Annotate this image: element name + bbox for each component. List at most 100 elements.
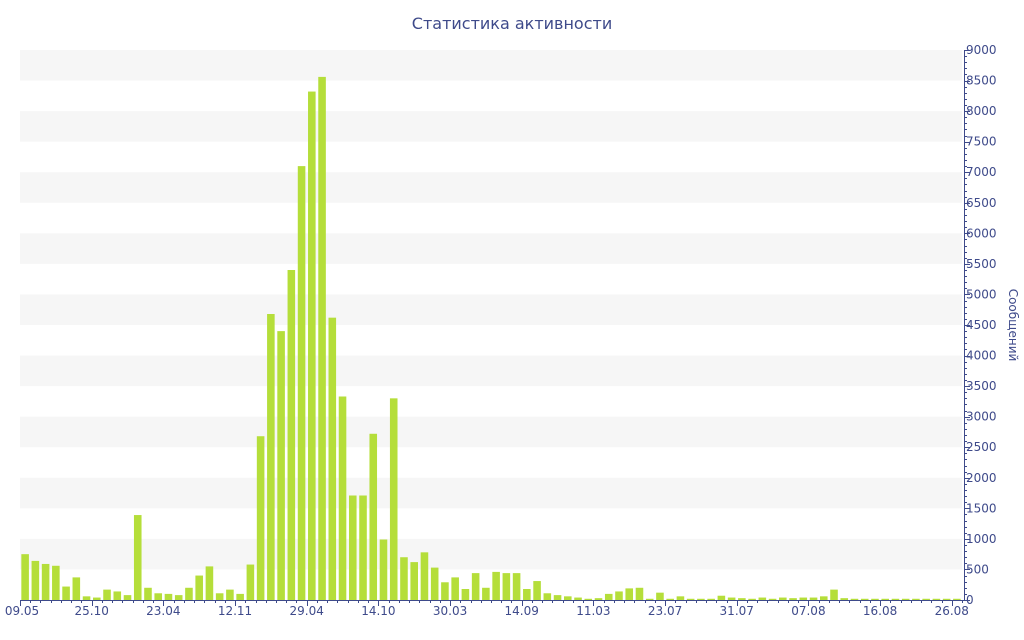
bar[interactable] — [912, 598, 920, 600]
bar[interactable] — [174, 595, 183, 600]
y-tick-label: 6000 — [966, 226, 997, 240]
bar[interactable] — [727, 597, 736, 600]
bar[interactable] — [82, 596, 91, 600]
bar[interactable] — [656, 592, 664, 600]
bar[interactable] — [379, 539, 388, 601]
bar[interactable] — [799, 597, 808, 600]
bar[interactable] — [164, 593, 173, 600]
bar[interactable] — [430, 567, 439, 600]
bar[interactable] — [267, 314, 275, 600]
bar[interactable] — [359, 495, 367, 601]
bar[interactable] — [144, 587, 152, 600]
bar[interactable] — [789, 598, 797, 600]
y-tick-label: 1000 — [966, 532, 997, 546]
bar[interactable] — [523, 589, 531, 600]
bar[interactable] — [246, 564, 255, 600]
bar[interactable] — [369, 433, 378, 600]
bar[interactable] — [533, 581, 541, 600]
bar[interactable] — [891, 598, 900, 600]
bar[interactable] — [543, 593, 552, 600]
bar[interactable] — [953, 598, 961, 600]
bar[interactable] — [226, 589, 234, 600]
bar[interactable] — [103, 589, 111, 600]
bar[interactable] — [574, 597, 582, 600]
bar[interactable] — [615, 591, 623, 600]
bar[interactable] — [451, 577, 459, 600]
bar[interactable] — [584, 598, 593, 600]
bar[interactable] — [195, 575, 203, 600]
y-tick-label: 2000 — [966, 471, 997, 485]
bar[interactable] — [328, 317, 337, 600]
bar[interactable] — [21, 554, 29, 600]
bar[interactable] — [338, 396, 347, 601]
bar[interactable] — [748, 598, 756, 600]
bar[interactable] — [758, 597, 767, 600]
bar[interactable] — [871, 598, 879, 600]
bar[interactable] — [502, 573, 511, 600]
bar[interactable] — [768, 598, 777, 600]
bar[interactable] — [256, 436, 265, 600]
bar[interactable] — [512, 573, 521, 600]
bar[interactable] — [779, 597, 787, 600]
bar[interactable] — [113, 591, 122, 600]
bar[interactable] — [697, 598, 705, 600]
bar[interactable] — [308, 91, 316, 601]
bar[interactable] — [348, 495, 357, 601]
bar[interactable] — [635, 587, 644, 600]
bar[interactable] — [666, 598, 674, 600]
bar[interactable] — [420, 552, 429, 600]
bar[interactable] — [553, 595, 562, 600]
bar[interactable] — [318, 76, 326, 600]
bar[interactable] — [819, 596, 828, 600]
grid-band — [20, 538, 962, 570]
bar[interactable] — [738, 598, 746, 600]
y-tick-label: 4500 — [966, 318, 997, 332]
bar[interactable] — [72, 577, 81, 600]
bar[interactable] — [881, 598, 889, 600]
bar[interactable] — [93, 597, 101, 600]
bar[interactable] — [236, 593, 244, 600]
bar[interactable] — [564, 596, 572, 600]
bar[interactable] — [901, 598, 910, 600]
bar[interactable] — [400, 557, 408, 600]
bar[interactable] — [645, 598, 654, 600]
bar[interactable] — [625, 588, 634, 600]
bar[interactable] — [707, 598, 715, 600]
bar[interactable] — [850, 598, 859, 600]
bar[interactable] — [52, 565, 60, 600]
bar[interactable] — [277, 331, 285, 600]
bar[interactable] — [154, 593, 163, 600]
x-tick-label: 23.04 — [146, 604, 180, 618]
bar[interactable] — [860, 598, 869, 600]
bar[interactable] — [287, 270, 296, 600]
bar[interactable] — [676, 596, 685, 600]
bar[interactable] — [461, 589, 470, 600]
bar[interactable] — [942, 598, 951, 600]
bar[interactable] — [62, 586, 70, 600]
bar[interactable] — [31, 560, 40, 600]
bar[interactable] — [205, 566, 214, 600]
bar[interactable] — [922, 598, 930, 600]
bar[interactable] — [809, 597, 818, 600]
bar[interactable] — [215, 593, 224, 600]
bar[interactable] — [133, 515, 142, 600]
y-tick-label: 6500 — [966, 196, 997, 210]
bar[interactable] — [123, 595, 132, 600]
bar[interactable] — [389, 398, 398, 600]
bar[interactable] — [594, 598, 603, 600]
bar[interactable] — [41, 563, 50, 600]
bar[interactable] — [185, 587, 193, 600]
grid-band — [20, 233, 962, 264]
bar[interactable] — [471, 573, 480, 600]
bar[interactable] — [297, 166, 306, 600]
bar[interactable] — [441, 582, 449, 600]
bar[interactable] — [482, 587, 490, 600]
bar[interactable] — [840, 598, 849, 600]
bar[interactable] — [410, 562, 418, 600]
bar[interactable] — [717, 595, 726, 600]
bar[interactable] — [686, 598, 695, 600]
bar[interactable] — [604, 593, 613, 600]
bar[interactable] — [932, 598, 941, 600]
bar[interactable] — [492, 571, 500, 600]
bar[interactable] — [830, 589, 838, 600]
